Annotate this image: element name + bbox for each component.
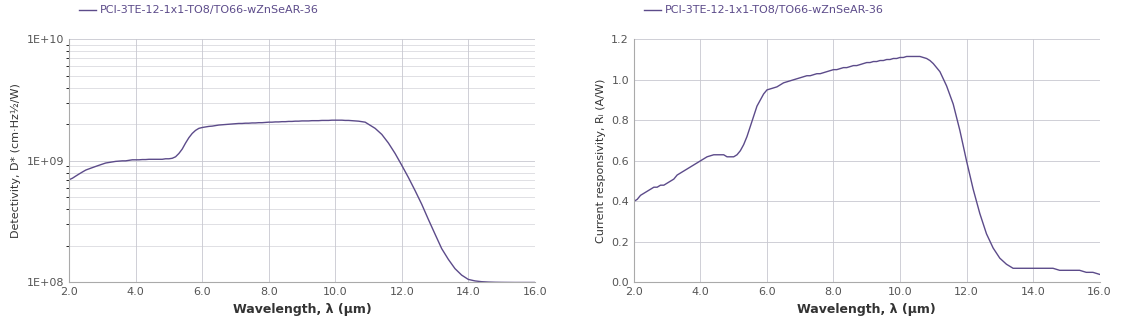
Y-axis label: Current responsivity, Rᵢ (A/W): Current responsivity, Rᵢ (A/W) — [595, 79, 605, 243]
X-axis label: Wavelength, λ (μm): Wavelength, λ (μm) — [797, 303, 937, 316]
Legend: PCI-3TE-12-1x1-TO8/TO66-wZnSeAR-36: PCI-3TE-12-1x1-TO8/TO66-wZnSeAR-36 — [639, 1, 888, 20]
X-axis label: Wavelength, λ (μm): Wavelength, λ (μm) — [232, 303, 372, 316]
Legend: PCI-3TE-12-1x1-TO8/TO66-wZnSeAR-36: PCI-3TE-12-1x1-TO8/TO66-wZnSeAR-36 — [74, 1, 323, 20]
Y-axis label: Detectivity, D* (cm·Hz½/W): Detectivity, D* (cm·Hz½/W) — [11, 83, 21, 238]
